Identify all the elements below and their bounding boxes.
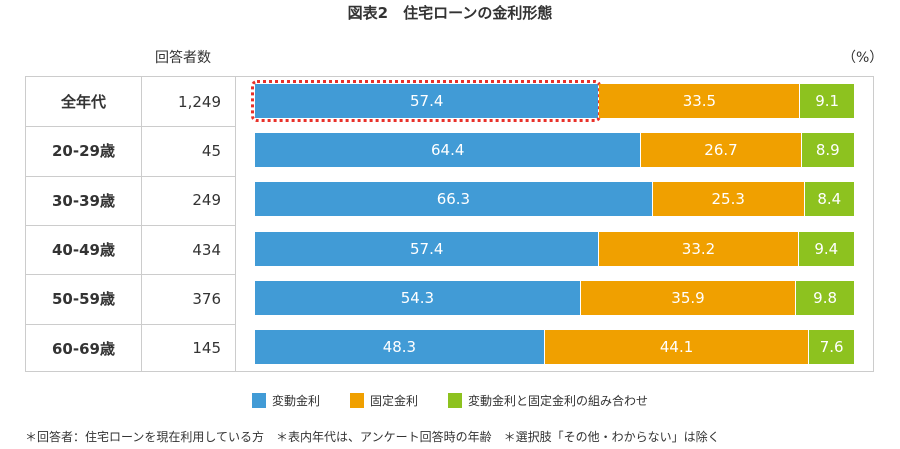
bar-segment: 9.1 [800, 83, 855, 118]
respondent-count: 249 [192, 191, 221, 210]
bar-segment: 66.3 [255, 182, 653, 217]
legend-item: 変動金利 [251, 392, 320, 409]
bar-segment: 26.7 [641, 132, 802, 167]
chart-table: 全年代 1,249 20-29歳 45 30-39歳 249 40-49歳 434 50-59歳… [25, 76, 874, 372]
row-divider [26, 224, 236, 226]
table-row: 40-49歳 434 [26, 225, 236, 274]
bar-segment: 33.2 [599, 231, 799, 266]
chart-title: 図表2 住宅ローンの金利形態 [347, 4, 553, 22]
divider [235, 77, 236, 371]
bar-segment: 57.4 [255, 231, 600, 266]
respondent-count: 145 [192, 339, 221, 358]
category-label: 全年代 [60, 93, 106, 112]
bar-segment: 35.9 [580, 280, 797, 315]
category-label: 40-49歳 [52, 241, 115, 260]
respondent-count: 45 [201, 141, 221, 160]
legend-label: 変動金利 [271, 394, 320, 408]
bar-segment: 9.8 [796, 280, 855, 315]
bar-segment: 44.1 [544, 330, 810, 365]
divider [141, 77, 142, 371]
bar-segment: 54.3 [255, 280, 581, 315]
legend-swatch [349, 393, 364, 408]
bar-segment: 9.4 [798, 231, 855, 266]
category-label: 50-59歳 [52, 290, 115, 309]
table-row: 50-59歳 376 [26, 274, 236, 323]
legend-label: 変動金利と固定金利の組み合わせ [468, 394, 649, 408]
legend-label: 固定金利 [369, 394, 418, 408]
footnote: ＊回答者：住宅ローンを現在利用している方 ＊表内年代は、アンケート回答時の年齢 … [25, 430, 720, 444]
bar-segment: 48.3 [255, 330, 545, 365]
respondent-count: 1,249 [178, 92, 221, 111]
bar-segment: 8.9 [801, 132, 855, 167]
bar-segment: 25.3 [652, 182, 805, 217]
bar-segment: 57.4 [255, 83, 600, 118]
bar-segment: 7.6 [809, 330, 855, 365]
category-label: 20-29歳 [52, 142, 115, 161]
table-row: 30-39歳 249 [26, 176, 236, 225]
bar-segment: 33.5 [599, 83, 801, 118]
table-row: 全年代 1,249 [26, 77, 236, 126]
row-divider [26, 274, 236, 276]
table-row: 20-29歳 45 [26, 126, 236, 175]
bar-segment: 64.4 [255, 132, 642, 167]
legend-swatch [448, 393, 462, 408]
legend: 変動金利 固定金利 変動金利と固定金利の組み合わせ [0, 392, 900, 409]
bar-segment: 8.4 [804, 182, 855, 217]
respondents-header: 回答者数 [155, 50, 211, 66]
row-divider [26, 175, 236, 177]
table-row: 60-69歳 145 [26, 324, 236, 373]
category-label: 30-39歳 [52, 191, 115, 210]
respondent-count: 434 [192, 240, 221, 259]
unit-label: （%） [842, 50, 884, 66]
row-divider [26, 323, 236, 325]
legend-item: 変動金利と固定金利の組み合わせ [448, 392, 648, 409]
legend-item: 固定金利 [349, 392, 418, 409]
row-divider [26, 126, 236, 128]
highlight-outline [251, 79, 602, 122]
legend-swatch [251, 393, 266, 408]
respondent-count: 376 [192, 289, 221, 308]
category-label: 60-69歳 [52, 339, 115, 358]
